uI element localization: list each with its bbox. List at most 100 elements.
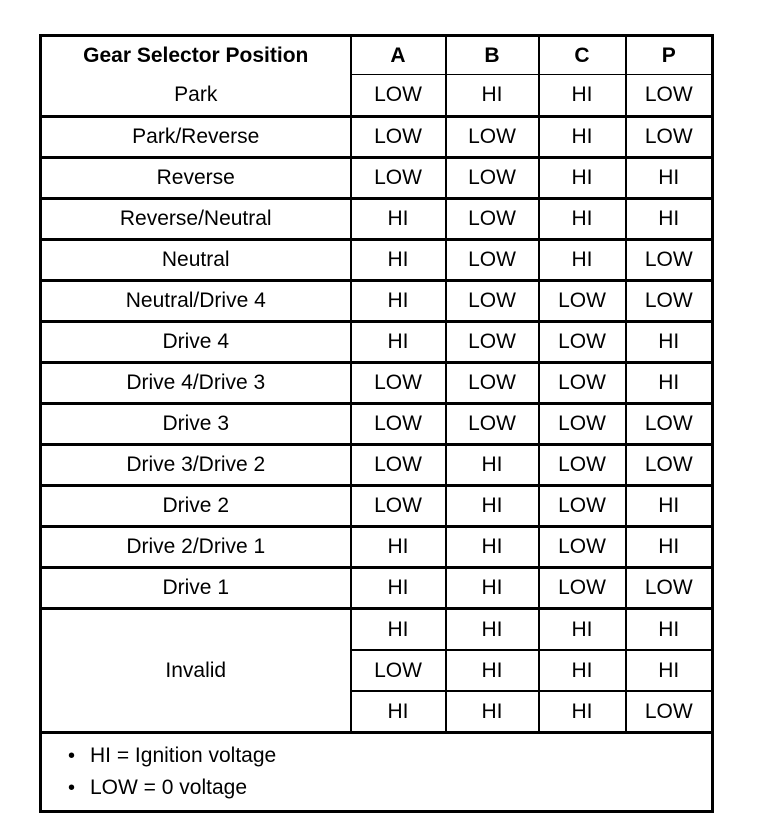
signal-cell: LOW: [349, 402, 446, 445]
signal-cell: HI: [537, 115, 626, 158]
signal-cell: LOW: [537, 320, 626, 363]
note-text: LOW = 0 voltage: [90, 776, 247, 799]
signal-cell: LOW: [624, 402, 713, 445]
table-row: Park/Reverse LOW LOW HI LOW: [40, 115, 713, 158]
row-label: Reverse/Neutral: [40, 197, 351, 240]
signal-cell: HI: [537, 197, 626, 240]
signal-cell: LOW: [349, 443, 446, 486]
signal-cell: LOW: [349, 361, 446, 404]
signal-cell: HI: [624, 649, 713, 691]
signal-cell: HI: [349, 525, 446, 568]
note-item: • HI = Ignition voltage: [68, 740, 711, 772]
signal-cell: LOW: [537, 279, 626, 322]
table-row: Drive 3/Drive 2 LOW HI LOW LOW: [40, 443, 713, 486]
row-label: Drive 3/Drive 2: [40, 443, 351, 486]
signal-cell: HI: [444, 690, 539, 733]
signal-cell: HI: [624, 607, 713, 650]
signal-cell: HI: [444, 74, 539, 117]
table-row: Reverse/Neutral HI LOW HI HI: [40, 197, 713, 240]
table-row: Drive 4 HI LOW LOW HI: [40, 320, 713, 363]
signal-cell: HI: [444, 525, 539, 568]
signal-cell: LOW: [537, 525, 626, 568]
column-header-c: C: [537, 35, 626, 75]
signal-cell: LOW: [624, 115, 713, 158]
signal-cell: HI: [349, 690, 446, 733]
signal-cell: LOW: [624, 443, 713, 486]
signal-cell: LOW: [444, 156, 539, 199]
notes-section: • HI = Ignition voltage • LOW = 0 voltag…: [40, 731, 713, 812]
signal-cell: HI: [444, 607, 539, 650]
signal-cell: HI: [624, 156, 713, 199]
column-header-a: A: [349, 35, 446, 75]
signal-cell: HI: [444, 443, 539, 486]
signal-cell: HI: [349, 566, 446, 609]
signal-cell: LOW: [537, 402, 626, 445]
signal-cell: HI: [444, 649, 539, 691]
signal-cell: LOW: [537, 361, 626, 404]
signal-cell: HI: [624, 320, 713, 363]
signal-cell: LOW: [624, 74, 713, 117]
signal-cell: HI: [444, 566, 539, 609]
signal-cell: HI: [537, 649, 626, 691]
table-row: Drive 3 LOW LOW LOW LOW: [40, 402, 713, 445]
signal-cell: LOW: [537, 566, 626, 609]
notes-row: • HI = Ignition voltage • LOW = 0 voltag…: [40, 731, 713, 812]
signal-cell: HI: [537, 74, 626, 117]
signal-cell: HI: [537, 238, 626, 281]
row-label: Drive 2/Drive 1: [40, 525, 351, 568]
signal-cell: HI: [349, 238, 446, 281]
row-label: Reverse: [40, 156, 351, 199]
signal-cell: LOW: [624, 566, 713, 609]
table-row: Drive 2 LOW HI LOW HI: [40, 484, 713, 527]
signal-cell: LOW: [537, 484, 626, 527]
row-label: Drive 2: [40, 484, 351, 527]
bullet-icon: •: [68, 744, 76, 767]
table-row: Drive 2/Drive 1 HI HI LOW HI: [40, 525, 713, 568]
signal-cell: HI: [349, 197, 446, 240]
signal-cell: LOW: [444, 402, 539, 445]
table-row: HI HI HI LOW: [41, 690, 713, 733]
signal-cell: HI: [537, 690, 626, 733]
row-label: Neutral: [40, 238, 351, 281]
table-row: Invalid HI HI HI HI: [40, 607, 713, 733]
signal-cell: HI: [349, 320, 446, 363]
table-row: Neutral HI LOW HI LOW: [40, 238, 713, 281]
column-header-b: B: [444, 35, 539, 75]
gear-selector-table-container: Gear Selector Position A B C P Park LOW …: [39, 34, 714, 813]
signal-cell: LOW: [444, 238, 539, 281]
signal-cell: HI: [624, 197, 713, 240]
signal-cell: LOW: [537, 443, 626, 486]
row-label: Drive 4/Drive 3: [40, 361, 351, 404]
signal-cell: HI: [537, 607, 626, 650]
signal-cell: LOW: [349, 156, 446, 199]
signal-cell: LOW: [444, 115, 539, 158]
table-row: Drive 4/Drive 3 LOW LOW LOW HI: [40, 361, 713, 404]
signal-cell: LOW: [444, 320, 539, 363]
note-text: HI = Ignition voltage: [90, 744, 277, 767]
signal-cell: LOW: [444, 197, 539, 240]
table-row: Drive 1 HI HI LOW LOW: [40, 566, 713, 609]
signal-cell: HI: [624, 525, 713, 568]
signal-cell: HI: [624, 484, 713, 527]
table-row: Neutral/Drive 4 HI LOW LOW LOW: [40, 279, 713, 322]
table-row: Park LOW HI HI LOW: [41, 74, 713, 117]
bullet-icon: •: [68, 776, 76, 799]
note-item: • LOW = 0 voltage: [68, 772, 711, 804]
signal-cell: LOW: [349, 74, 446, 117]
signal-cell: HI: [444, 484, 539, 527]
signal-cell: HI: [349, 607, 446, 650]
signal-cell: LOW: [349, 484, 446, 527]
row-label: Drive 1: [40, 566, 351, 609]
row-label: Park/Reverse: [40, 115, 351, 158]
table-row: Reverse LOW LOW HI HI: [40, 156, 713, 199]
signal-cell: HI: [624, 361, 713, 404]
signal-cell: LOW: [444, 361, 539, 404]
column-header-gear-selector-position: Gear Selector Position: [83, 43, 309, 67]
row-label: Park: [174, 82, 218, 106]
row-label: Drive 3: [40, 402, 351, 445]
signal-cell: HI: [349, 279, 446, 322]
table-header-row: Gear Selector Position A B C P: [41, 35, 713, 75]
row-label: Drive 4: [40, 320, 351, 363]
signal-cell: LOW: [624, 690, 713, 733]
table-row: LOW HI HI HI: [41, 649, 713, 691]
